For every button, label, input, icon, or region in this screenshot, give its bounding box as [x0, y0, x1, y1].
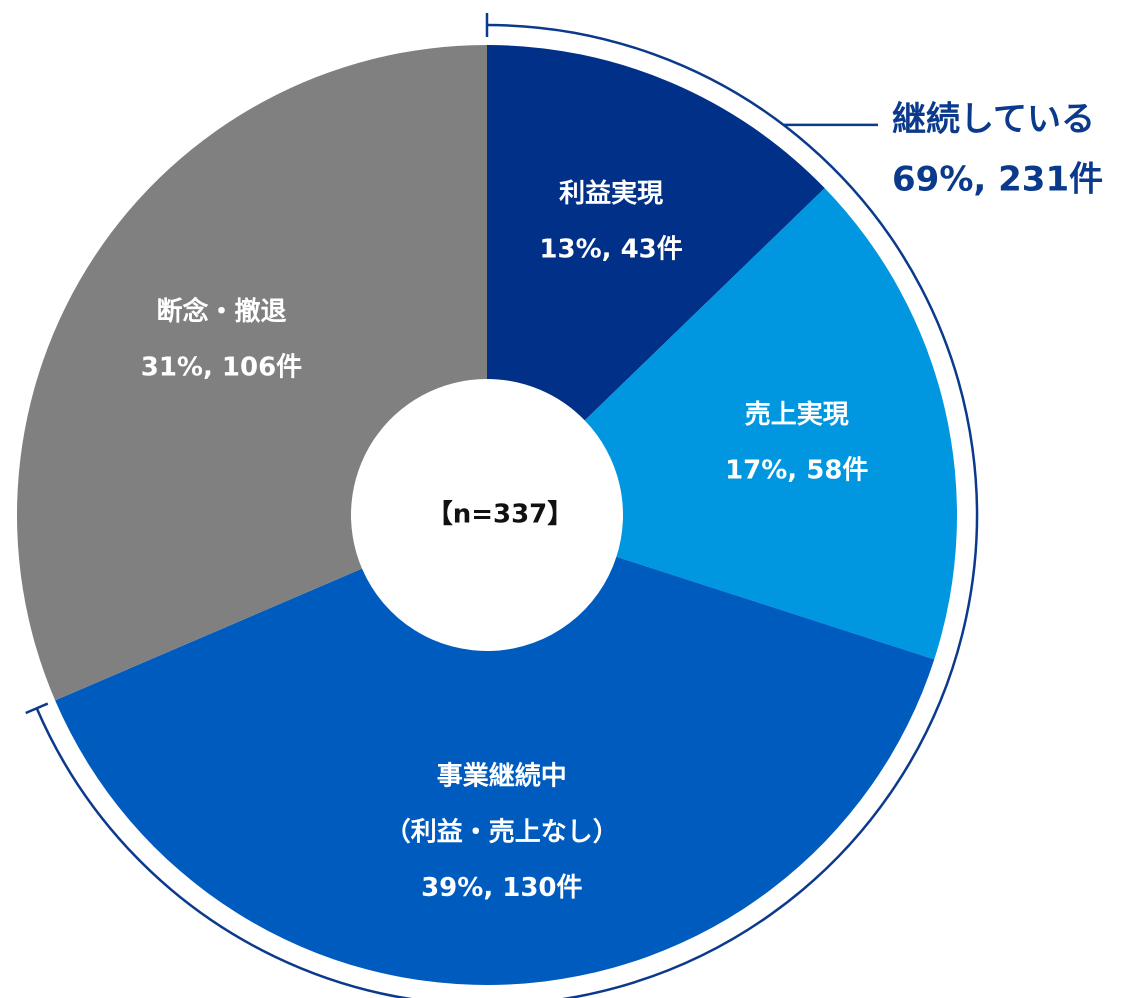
- value-label: 13%, 43件: [539, 235, 682, 265]
- slice: [584, 188, 958, 660]
- slice-label-line: 利益実現: [559, 178, 663, 209]
- value-label: 39%, 130件: [421, 873, 582, 903]
- slice-label: 利益実現: [559, 178, 663, 209]
- slice: [16, 45, 487, 701]
- slice-label-line: 売上実現: [745, 399, 849, 430]
- slice-label: 事業継続中 （利益・売上なし）: [385, 760, 619, 847]
- center-label: 【n=337】: [427, 500, 574, 530]
- slice-label-line: 断念・撤退: [156, 296, 286, 327]
- slice-label: 断念・撤退: [156, 296, 286, 327]
- annotation-value: 69%, 231件: [892, 159, 1103, 199]
- value-label: 17%, 58件: [725, 456, 868, 486]
- slice-label-line: （利益・売上なし）: [385, 817, 619, 847]
- slice: [487, 45, 825, 421]
- slice-label: 売上実現: [745, 399, 849, 430]
- bracket-tick: [25, 702, 49, 715]
- slice: [55, 556, 935, 985]
- value-label: 31%, 106件: [141, 353, 302, 383]
- annotation-text: 継続している: [892, 99, 1095, 139]
- annotation-bracket: [35, 23, 979, 998]
- slice-label-line: 事業継続中: [437, 760, 567, 791]
